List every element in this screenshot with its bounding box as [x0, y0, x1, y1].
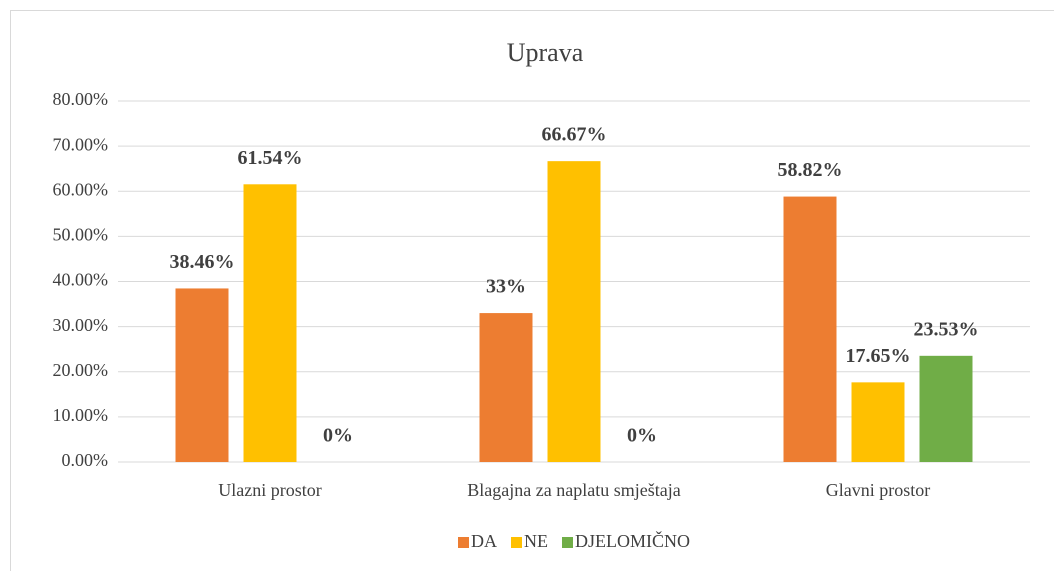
legend-swatch: [458, 537, 469, 548]
chart-title: Uprava: [507, 38, 584, 67]
y-tick-label: 60.00%: [53, 179, 109, 199]
value-label: 17.65%: [846, 345, 911, 367]
y-tick-label: 10.00%: [53, 405, 109, 425]
value-label: 58.82%: [778, 159, 843, 181]
legend-label: DA: [471, 531, 497, 551]
y-tick-label: 0.00%: [62, 450, 109, 470]
legend-swatch: [511, 537, 522, 548]
value-label: 0%: [323, 425, 353, 447]
legend-label: NE: [524, 531, 548, 551]
value-label: 33%: [486, 276, 526, 298]
value-label: 0%: [627, 425, 657, 447]
value-label: 23.53%: [914, 318, 979, 340]
bar: [783, 196, 837, 462]
value-label: 38.46%: [170, 251, 235, 273]
y-tick-label: 80.00%: [53, 89, 109, 109]
x-tick-label: Ulazni prostor: [218, 480, 321, 500]
legend-label: DJELOMIČNO: [575, 530, 690, 551]
legend-swatch: [562, 537, 573, 548]
y-tick-label: 20.00%: [53, 360, 109, 380]
value-label: 61.54%: [238, 147, 303, 169]
y-tick-label: 40.00%: [53, 270, 109, 290]
bar: [175, 288, 229, 462]
y-tick-label: 30.00%: [53, 315, 109, 335]
bar: [851, 382, 905, 462]
y-tick-label: 50.00%: [53, 225, 109, 245]
y-tick-label: 70.00%: [53, 134, 109, 154]
x-tick-label: Blagajna za naplatu smještaja: [467, 480, 680, 500]
value-label: 66.67%: [542, 124, 607, 146]
bar: [243, 184, 297, 462]
bar: [547, 161, 601, 463]
bar: [479, 313, 533, 462]
x-tick-label: Glavni prostor: [826, 480, 930, 500]
bar: [919, 355, 973, 462]
